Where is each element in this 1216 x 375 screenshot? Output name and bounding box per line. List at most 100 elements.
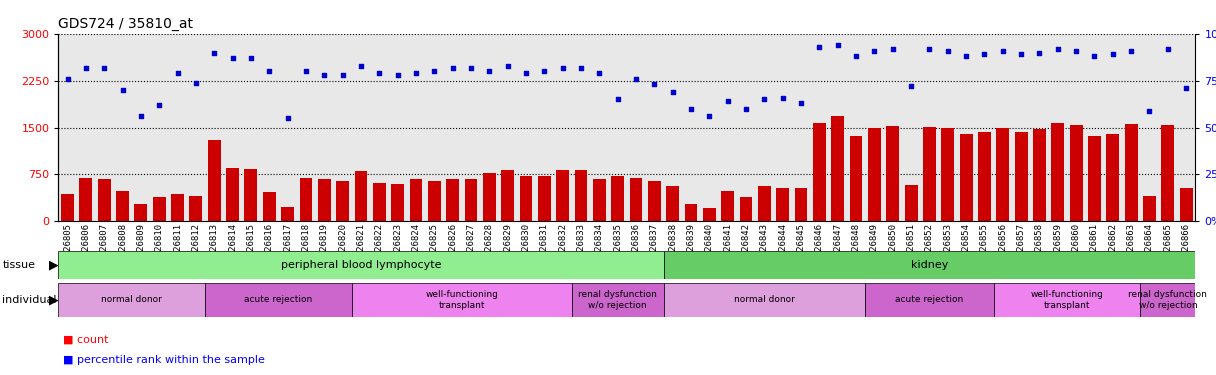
- Bar: [153, 197, 165, 221]
- Bar: [866, 283, 993, 317]
- Bar: [868, 128, 880, 221]
- Bar: [1107, 134, 1119, 221]
- Bar: [244, 169, 258, 221]
- Bar: [1052, 123, 1064, 221]
- Bar: [664, 251, 1195, 279]
- Bar: [664, 283, 866, 317]
- Point: [1121, 48, 1141, 54]
- Point: [315, 72, 334, 78]
- Bar: [832, 116, 844, 221]
- Point: [828, 42, 848, 48]
- Point: [1066, 48, 1086, 54]
- Bar: [263, 192, 276, 221]
- Text: renal dysfunction
w/o rejection: renal dysfunction w/o rejection: [1128, 290, 1207, 310]
- Bar: [1180, 188, 1193, 221]
- Bar: [1143, 196, 1156, 221]
- Point: [168, 70, 187, 76]
- Bar: [519, 176, 533, 221]
- Bar: [886, 126, 899, 221]
- Bar: [685, 204, 698, 221]
- Point: [406, 70, 426, 76]
- Point: [1012, 51, 1031, 57]
- Bar: [1014, 132, 1028, 221]
- Bar: [1034, 129, 1046, 221]
- Point: [259, 68, 278, 74]
- Point: [717, 98, 737, 104]
- Point: [1158, 46, 1177, 52]
- Bar: [351, 283, 572, 317]
- Bar: [630, 177, 642, 221]
- Bar: [959, 134, 973, 221]
- Text: acute rejection: acute rejection: [244, 296, 313, 304]
- Bar: [97, 179, 111, 221]
- Bar: [501, 170, 514, 221]
- Bar: [465, 179, 478, 221]
- Text: ■ percentile rank within the sample: ■ percentile rank within the sample: [63, 355, 265, 365]
- Text: well-functioning
transplant: well-functioning transplant: [426, 290, 499, 310]
- Point: [883, 46, 902, 52]
- Point: [517, 70, 536, 76]
- Text: normal donor: normal donor: [101, 296, 162, 304]
- Point: [865, 48, 884, 54]
- Bar: [336, 181, 349, 221]
- Point: [644, 81, 664, 87]
- Point: [956, 53, 975, 59]
- Bar: [58, 283, 206, 317]
- Point: [113, 87, 133, 93]
- Point: [424, 68, 444, 74]
- Bar: [758, 186, 771, 221]
- Bar: [996, 128, 1009, 221]
- Point: [773, 94, 793, 100]
- Bar: [794, 188, 807, 221]
- Bar: [373, 183, 385, 221]
- Bar: [208, 140, 220, 221]
- Point: [461, 64, 480, 70]
- Bar: [923, 127, 936, 221]
- Bar: [1161, 125, 1175, 221]
- Bar: [648, 181, 660, 221]
- Point: [388, 72, 407, 78]
- Point: [443, 64, 462, 70]
- Point: [58, 76, 78, 82]
- Point: [1030, 50, 1049, 55]
- Bar: [556, 170, 569, 221]
- Point: [993, 48, 1013, 54]
- Point: [608, 96, 627, 102]
- Bar: [410, 179, 422, 221]
- Bar: [171, 194, 184, 221]
- Text: normal donor: normal donor: [734, 296, 795, 304]
- Bar: [58, 251, 664, 279]
- Point: [553, 64, 573, 70]
- Bar: [575, 170, 587, 221]
- Text: peripheral blood lymphocyte: peripheral blood lymphocyte: [281, 260, 441, 270]
- Point: [810, 44, 829, 50]
- Point: [590, 70, 609, 76]
- Bar: [190, 196, 202, 221]
- Point: [186, 80, 206, 86]
- Point: [699, 113, 719, 119]
- Text: ■ count: ■ count: [63, 334, 108, 344]
- Point: [535, 68, 554, 74]
- Bar: [941, 128, 955, 221]
- Bar: [537, 176, 551, 221]
- Point: [77, 64, 96, 70]
- Point: [846, 53, 866, 59]
- Point: [351, 63, 371, 69]
- Bar: [703, 207, 716, 221]
- Text: renal dysfunction
w/o rejection: renal dysfunction w/o rejection: [579, 290, 657, 310]
- Bar: [206, 283, 351, 317]
- Bar: [135, 204, 147, 221]
- Bar: [850, 136, 862, 221]
- Point: [626, 76, 646, 82]
- Bar: [612, 176, 624, 221]
- Point: [1085, 53, 1104, 59]
- Point: [1048, 46, 1068, 52]
- Bar: [905, 185, 918, 221]
- Bar: [776, 188, 789, 221]
- Bar: [317, 179, 331, 221]
- Point: [95, 64, 114, 70]
- Point: [572, 64, 591, 70]
- Bar: [993, 283, 1141, 317]
- Text: ▶: ▶: [49, 259, 58, 272]
- Point: [1176, 85, 1195, 91]
